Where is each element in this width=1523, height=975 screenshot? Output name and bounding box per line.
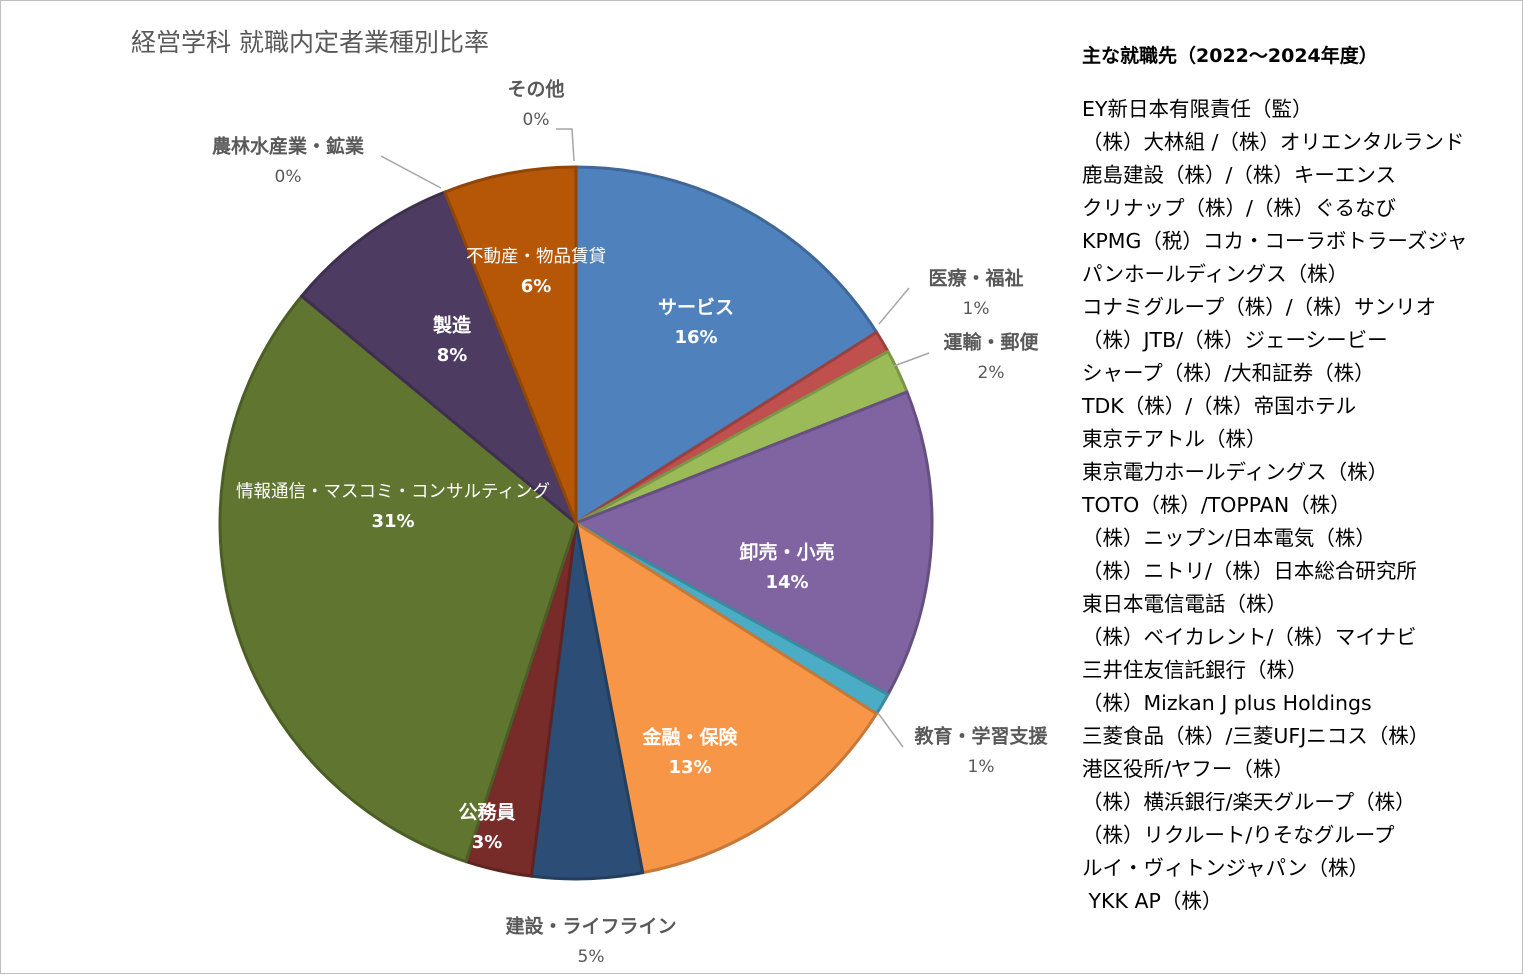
slice-category-label: 情報通信・マスコミ・コンサルティング xyxy=(236,482,550,502)
slice-percent-label: 1% xyxy=(963,299,990,319)
employer-item: （株）ニトリ/（株）日本総合研究所 xyxy=(1082,559,1417,583)
employer-item: （株）Mizkan J plus Holdings xyxy=(1082,691,1372,715)
leader-line xyxy=(878,287,910,325)
slice-percent-label: 3% xyxy=(472,832,503,853)
pie-labels: サービス 16% 医療・福祉 1% 運輸・郵便 2% 卸売・小売 14% 教育・学習支援 1% 金融… xyxy=(212,78,1049,968)
employer-item: シャープ（株）/大和証券（株） xyxy=(1082,361,1375,385)
slice-percent-label: 2% xyxy=(978,363,1005,383)
employer-item: コナミグループ（株）/（株）サンリオ xyxy=(1082,295,1437,319)
slice-percent-label: 8% xyxy=(437,345,468,366)
slice-category-label: 運輸・郵便 xyxy=(943,331,1039,354)
employer-item: YKK AP（株） xyxy=(1082,889,1223,913)
slice-category-label: サービス xyxy=(658,297,734,319)
pie-slice xyxy=(300,190,578,525)
pie-slice xyxy=(443,165,578,525)
employer-item: KPMG（税）コカ・コーラボトラーズジャ xyxy=(1082,229,1468,253)
slice-category-label: 不動産・物品賃貸 xyxy=(466,247,606,267)
pie-slice xyxy=(574,165,879,525)
slice-percent-label: 0% xyxy=(275,167,302,187)
leader-line xyxy=(380,155,442,189)
slice-percent-label: 5% xyxy=(578,947,605,967)
employer-item: TDK（株）/（株）帝国ホテル xyxy=(1082,394,1357,418)
slice-category-label: 建設・ライフライン xyxy=(505,915,676,938)
employer-item: （株）リクルート/りそなグループ xyxy=(1082,823,1395,847)
slice-category-label: その他 xyxy=(507,78,564,101)
pie-slice xyxy=(574,521,879,875)
employer-item: 三菱食品（株）/三菱UFJニコス（株） xyxy=(1082,724,1430,748)
chart-title: 経営学科 就職内定者業種別比率 xyxy=(131,28,489,57)
slice-percent-label: 6% xyxy=(521,276,552,297)
employer-item: （株）大林組 /（株）オリエンタルランド xyxy=(1082,130,1465,154)
employer-item: ルイ・ヴィトンジャパン（株） xyxy=(1082,856,1369,880)
slice-percent-label: 16% xyxy=(674,327,717,348)
employer-list: EY新日本有限責任（監） （株）大林組 /（株）オリエンタルランド 鹿島建設（株）/… xyxy=(1082,93,1512,918)
employer-item: EY新日本有限責任（監） xyxy=(1082,97,1313,121)
slice-percent-label: 13% xyxy=(668,757,711,778)
employer-item: （株）JTB/（株）ジェーシービー xyxy=(1082,328,1388,352)
leader-line xyxy=(556,128,575,162)
leader-line xyxy=(893,352,930,367)
employer-item: 東京電力ホールディングス（株） xyxy=(1082,460,1389,484)
pie-slice xyxy=(574,390,934,696)
employer-item: （株）ベイカレント/（株）マイナビ xyxy=(1082,625,1417,649)
employer-item: クリナップ（株）/（株）ぐるなび xyxy=(1082,196,1396,220)
employer-item: 港区役所/ヤフー（株） xyxy=(1082,757,1294,781)
employer-panel: 主な就職先（2022～2024年度） EY新日本有限責任（監） （株）大林組 /（… xyxy=(1082,41,1512,918)
slice-percent-label: 14% xyxy=(765,572,808,593)
employer-item: 鹿島建設（株）/（株）キーエンス xyxy=(1082,163,1396,187)
slice-percent-label: 31% xyxy=(371,511,414,532)
employer-item: 東日本電信電話（株） xyxy=(1082,592,1287,616)
employer-item: 三井住友信託銀行（株） xyxy=(1082,658,1308,682)
slice-percent-label: 0% xyxy=(523,110,550,130)
employer-item: 東京テアトル（株） xyxy=(1082,427,1267,451)
slice-percent-label: 1% xyxy=(968,757,995,777)
employer-item: （株）ニップン/日本電気（株） xyxy=(1082,526,1376,550)
leader-line xyxy=(877,712,904,748)
slice-category-label: 卸売・小売 xyxy=(739,541,834,564)
slice-category-label: 製造 xyxy=(432,314,472,337)
slice-category-label: 金融・保険 xyxy=(641,726,738,749)
employer-item: TOTO（株）/TOPPAN（株） xyxy=(1082,493,1351,517)
slice-category-label: 医療・福祉 xyxy=(928,267,1023,290)
employer-item: パンホールディングス（株） xyxy=(1082,262,1349,286)
employer-heading: 主な就職先（2022～2024年度） xyxy=(1082,45,1378,67)
slice-category-label: 農林水産業・鉱業 xyxy=(212,135,365,158)
slice-category-label: 公務員 xyxy=(458,801,515,824)
employer-item: （株）横浜銀行/楽天グループ（株） xyxy=(1082,790,1416,814)
pie-chart: サービス 16% 医療・福祉 1% 運輸・郵便 2% 卸売・小売 14% 教育・学習支援 1% 金融… xyxy=(212,78,1049,968)
pie-slice xyxy=(218,294,578,864)
slice-category-label: 教育・学習支援 xyxy=(914,725,1048,748)
pie-slices xyxy=(218,165,934,881)
